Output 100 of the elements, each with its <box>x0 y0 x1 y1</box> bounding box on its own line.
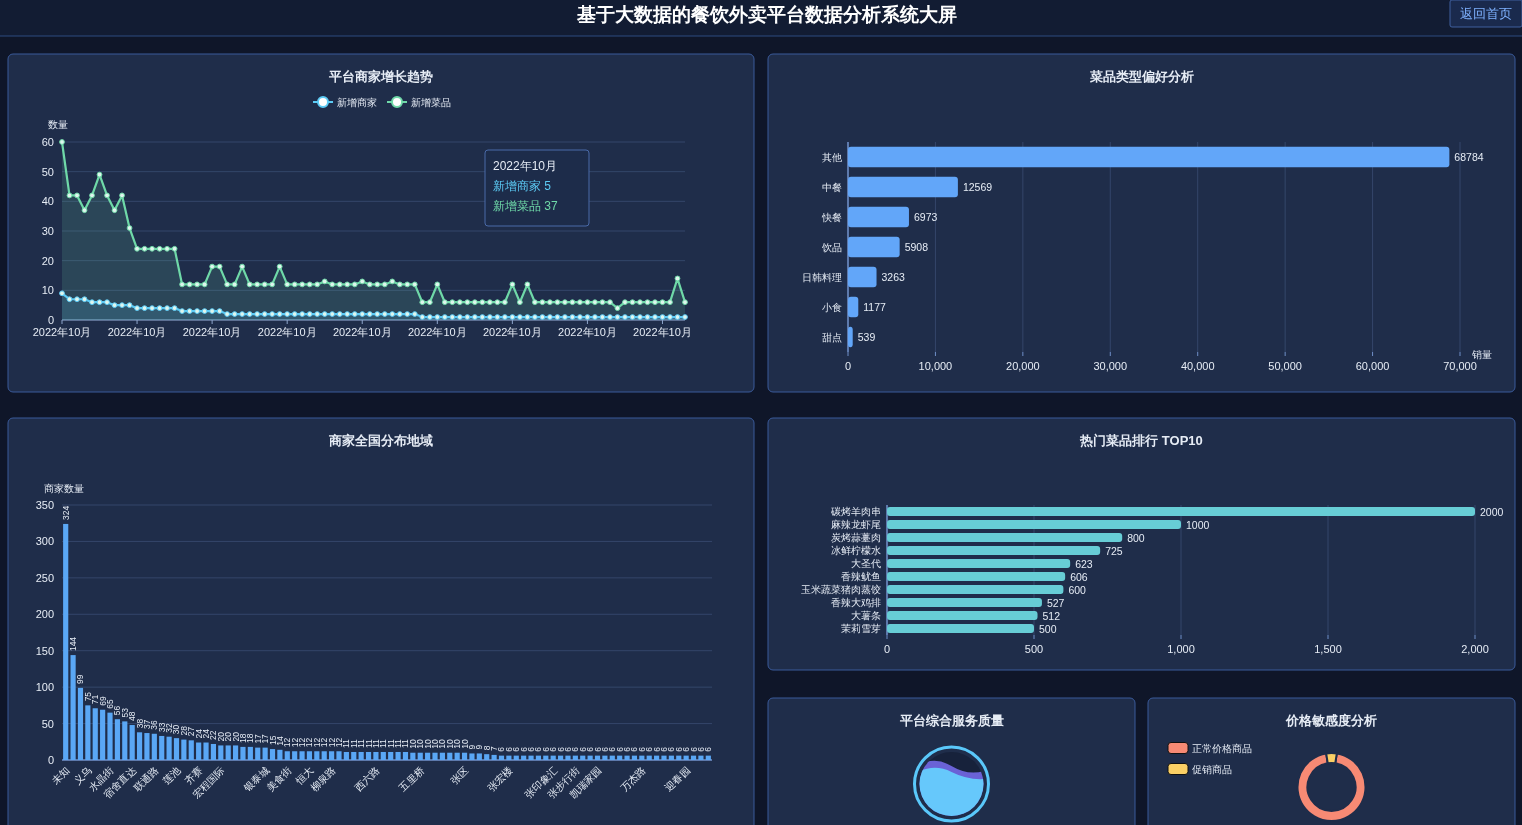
y-tick-label: 甜点 <box>822 331 842 343</box>
data-label: 5908 <box>904 241 929 253</box>
chart-title: 菜品类型偏好分析 <box>1088 68 1194 84</box>
x-axis-title: 销量 <box>1471 348 1492 360</box>
y-axis-title: 商家数量 <box>44 482 84 494</box>
y-tick-label: 50 <box>41 717 54 730</box>
data-label: 324 <box>60 505 71 520</box>
y-tick-label: 玉米蔬菜猪肉蒸饺 <box>801 584 881 595</box>
x-tick-label: 30,000 <box>1093 360 1128 372</box>
data-label: 800 <box>1127 531 1145 544</box>
x-tick-label: 2022年10月 <box>407 326 467 338</box>
x-tick-label: 万杰路 <box>618 764 648 794</box>
annotation: 新增菜品 37 <box>493 199 559 213</box>
x-tick-label: 500 <box>1024 643 1044 655</box>
x-tick-label: 张宏楼 <box>485 764 515 794</box>
y-tick-label: 中餐 <box>822 181 842 193</box>
x-tick-label: 莲池 <box>160 764 183 787</box>
y-tick-label: 大薯条 <box>851 610 881 621</box>
data-label: 600 <box>1068 583 1087 596</box>
x-tick-label: 2022年10月 <box>32 326 92 338</box>
x-tick-label: 2022年10月 <box>558 326 617 338</box>
x-tick-label: 2022年10月 <box>107 326 167 338</box>
x-tick-label: 40,000 <box>1180 360 1215 372</box>
y-tick-label: 10 <box>41 284 54 297</box>
data-label: 1000 <box>1186 518 1210 531</box>
y-tick-label: 300 <box>35 535 54 548</box>
x-tick-label: 20,000 <box>1006 360 1040 372</box>
y-tick-label: 碳烤羊肉串 <box>830 506 881 517</box>
x-tick-label: 50,000 <box>1268 360 1302 372</box>
text: 平台综合服务质量 <box>898 712 1004 728</box>
chart-title: 热门菜品排行 TOP10 <box>1079 432 1203 448</box>
data-label: 1177 <box>863 301 887 313</box>
chart-title: 商家全国分布地域 <box>328 432 433 448</box>
x-tick-label: 2022年10月 <box>633 326 692 338</box>
data-label: 6973 <box>913 211 938 223</box>
x-tick-label: 1,000 <box>1167 643 1195 655</box>
legend-label: 正常价格商品 <box>1192 742 1252 754</box>
legend-label: 新增商家 <box>337 96 377 108</box>
y-tick-label: 150 <box>35 644 54 657</box>
y-tick-label: 0 <box>47 754 54 766</box>
y-tick-label: 香辣大鸡排 <box>831 597 881 608</box>
chart-title: 平台商家增长趋势 <box>328 68 433 84</box>
x-tick-label: 西六路 <box>352 764 382 794</box>
x-tick-label: 张区 <box>448 764 471 787</box>
y-axis-title: 数量 <box>48 118 68 130</box>
data-label: 12569 <box>962 181 993 193</box>
data-label: 512 <box>1042 609 1061 622</box>
y-tick-label: 60 <box>41 136 54 148</box>
y-tick-label: 200 <box>35 608 54 621</box>
data-label: 68784 <box>1454 151 1484 163</box>
y-tick-label: 大圣代 <box>851 558 881 569</box>
y-tick-label: 250 <box>35 571 54 584</box>
data-label: 3263 <box>881 271 906 283</box>
y-tick-label: 香辣鱿鱼 <box>841 571 881 582</box>
data-label: 99 <box>75 674 86 684</box>
x-tick-label: 五里桥 <box>397 764 427 794</box>
text: 基于大数据的餐饮外卖平台数据分析系统大屏 <box>576 3 957 25</box>
legend-label: 促销商品 <box>1192 763 1232 775</box>
x-tick-label: 2022年10月 <box>483 326 542 338</box>
y-tick-label: 冰鲜柠檬水 <box>831 545 881 556</box>
y-tick-label: 50 <box>41 165 54 178</box>
y-tick-label: 小食 <box>822 301 842 313</box>
y-tick-label: 茉莉雪芽 <box>841 623 881 634</box>
data-label: 623 <box>1075 557 1093 570</box>
y-tick-label: 20 <box>41 254 54 267</box>
data-label: 500 <box>1039 622 1057 635</box>
x-tick-label: 2022年10月 <box>182 326 242 338</box>
x-tick-label: 0 <box>883 643 891 655</box>
x-tick-label: 2022年10月 <box>332 326 392 338</box>
x-tick-label: 10,000 <box>918 360 953 372</box>
x-tick-label: 迎春园 <box>663 764 693 794</box>
chart-title: 价格敏感度分析 <box>1285 712 1377 728</box>
annotation: 2022年10月 <box>493 159 558 173</box>
legend-label: 新增菜品 <box>411 96 451 108</box>
data-label: 527 <box>1046 596 1065 609</box>
y-tick-label: 麻辣龙虾尾 <box>831 519 881 530</box>
y-tick-label: 30 <box>41 225 54 237</box>
x-tick-label: 1,500 <box>1314 643 1342 655</box>
y-tick-label: 炭烤蒜薹肉 <box>831 532 881 543</box>
y-tick-label: 0 <box>47 314 54 326</box>
x-tick-label: 70,000 <box>1443 360 1477 372</box>
y-tick-label: 快餐 <box>821 211 842 223</box>
x-tick-label: 2022年10月 <box>257 326 317 338</box>
data-label: 6 <box>703 746 714 752</box>
data-label: 75 <box>82 691 93 702</box>
x-tick-label: 未知 <box>49 764 72 787</box>
data-label: 725 <box>1105 544 1123 557</box>
y-tick-label: 饮品 <box>821 241 842 253</box>
y-tick-label: 350 <box>35 499 54 511</box>
x-tick-label: 60,000 <box>1355 360 1390 372</box>
x-tick-label: 2,000 <box>1461 643 1489 655</box>
data-label: 539 <box>857 331 876 343</box>
data-label: 2000 <box>1480 505 1504 518</box>
y-tick-label: 40 <box>41 195 54 208</box>
y-tick-label: 100 <box>35 681 54 694</box>
y-tick-label: 其他 <box>822 151 842 163</box>
y-tick-label: 日韩料理 <box>802 271 842 283</box>
annotation: 新增商家 5 <box>493 179 552 193</box>
data-label: 144 <box>68 636 79 652</box>
text: 返回首页 <box>1460 5 1512 21</box>
